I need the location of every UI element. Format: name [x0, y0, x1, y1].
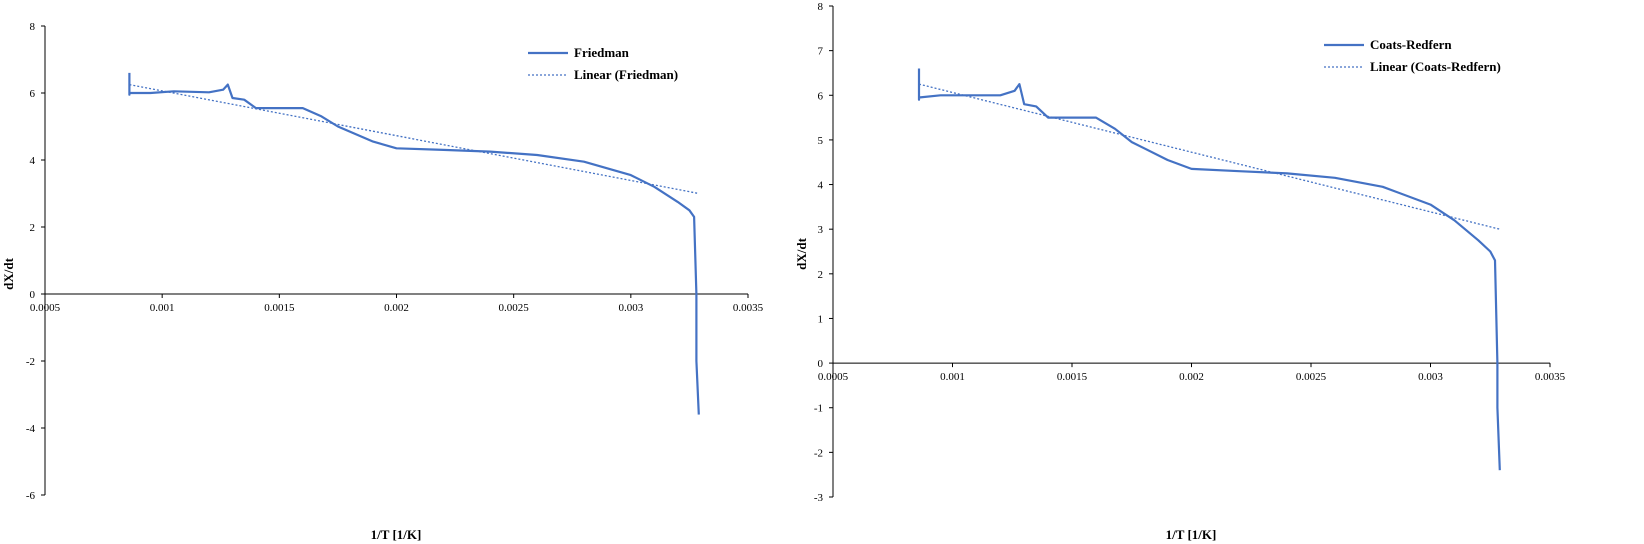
x-tick-label: 0.0035	[733, 302, 764, 314]
x-tick-label: 0.0025	[1296, 371, 1327, 383]
legend-label: Linear (Friedman)	[574, 67, 678, 82]
x-tick-label: 0.001	[940, 371, 965, 383]
x-tick-label: 0.0015	[1057, 371, 1088, 383]
x-tick-label: 0.0025	[499, 302, 530, 314]
y-axis: 8 7 6 5 4 3 2 1 0 -1 -2 -3	[814, 1, 834, 504]
chart-friedman: 8 6 4 2 0 -2 -4 -6 0.0005 0.001 0.0015 0.002 0.0025…	[1, 21, 764, 542]
y-tick-label: -4	[26, 423, 36, 435]
y-tick-label: 8	[30, 21, 36, 33]
y-tick-label: 3	[818, 224, 824, 236]
series-line-trendline	[129, 83, 699, 195]
y-tick-label: 6	[30, 88, 36, 100]
legend-label: Coats-Redfern	[1370, 37, 1452, 52]
y-tick-label: 4	[818, 180, 824, 192]
x-tick-label: 0.0005	[818, 371, 849, 383]
x-tick-label: 0.0005	[30, 302, 61, 314]
legend-label: Friedman	[574, 45, 630, 60]
x-tick-label: 0.001	[150, 302, 175, 314]
x-axis-title: 1/T [1/K]	[371, 527, 422, 542]
x-tick-label: 0.003	[618, 302, 643, 314]
series-group	[128, 72, 700, 415]
series-line-trendline	[918, 83, 1500, 230]
legend: Coats-Redfern Linear (Coats-Redfern)	[1324, 37, 1501, 74]
x-tick-label: 0.003	[1418, 371, 1443, 383]
y-axis-title: dX/dt	[1, 257, 16, 289]
y-tick-label: 1	[818, 313, 824, 325]
y-tick-label: 8	[818, 1, 824, 13]
y-tick-label: -2	[26, 356, 35, 368]
y-tick-label: 6	[818, 90, 824, 102]
series-line-data	[128, 72, 700, 415]
series-line-data	[917, 68, 1501, 471]
x-tick-label: 0.0015	[264, 302, 295, 314]
y-tick-label: 2	[818, 269, 824, 281]
y-tick-label: 0	[818, 358, 824, 370]
legend: Friedman Linear (Friedman)	[528, 45, 678, 82]
y-tick-label: -1	[814, 403, 823, 415]
x-axis-title: 1/T [1/K]	[1166, 527, 1217, 542]
series-group	[917, 68, 1501, 471]
y-axis: 8 6 4 2 0 -2 -4 -6	[26, 21, 46, 502]
x-axis: 0.0005 0.001 0.0015 0.002 0.0025 0.003 0.0035	[30, 293, 764, 314]
y-tick-label: 5	[818, 135, 824, 147]
x-tick-label: 0.002	[384, 302, 409, 314]
y-tick-label: -6	[26, 490, 36, 502]
x-axis: 0.0005 0.001 0.0015 0.002 0.0025 0.003 0.0035	[818, 362, 1566, 383]
y-tick-label: 0	[30, 289, 36, 301]
y-tick-label: 2	[30, 222, 36, 234]
x-tick-label: 0.002	[1179, 371, 1204, 383]
x-tick-label: 0.0035	[1535, 371, 1566, 383]
y-tick-label: -3	[814, 492, 824, 504]
legend-label: Linear (Coats-Redfern)	[1370, 59, 1501, 74]
y-axis-title: dX/dt	[794, 237, 809, 269]
y-tick-label: 4	[30, 155, 36, 167]
y-tick-label: 7	[818, 46, 824, 58]
y-tick-label: -2	[814, 447, 823, 459]
